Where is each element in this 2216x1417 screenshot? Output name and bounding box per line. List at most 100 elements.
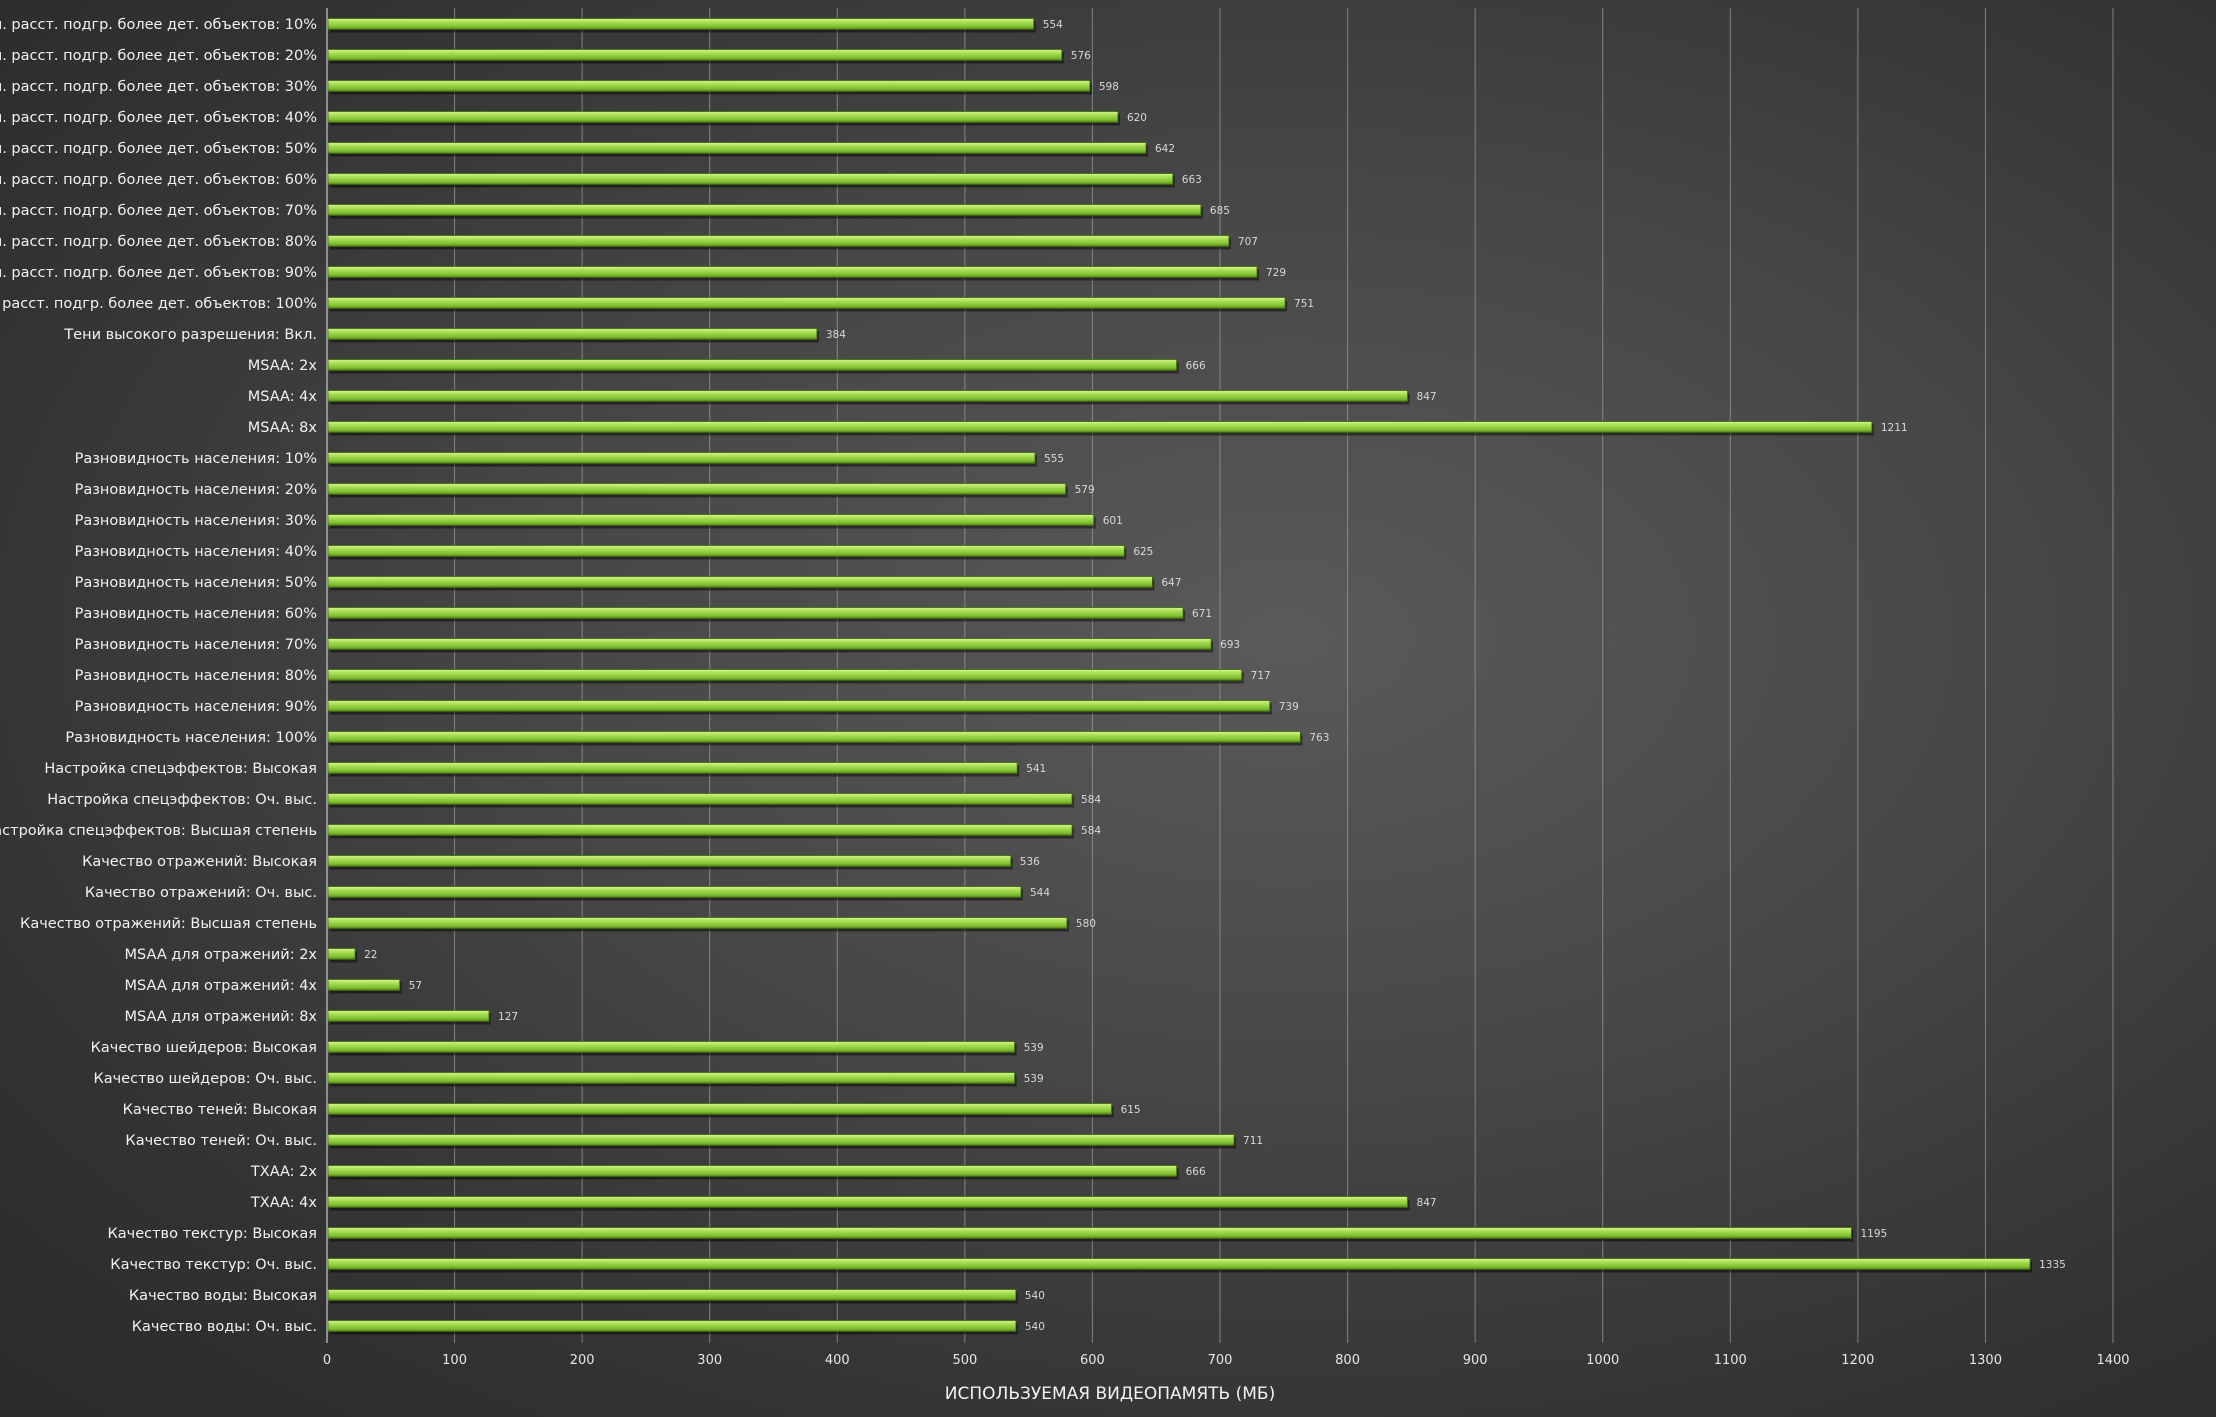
category-label: Увел. расст. подгр. более дет. объектов:… bbox=[0, 79, 317, 95]
category-label: Увел. расст. подгр. более дет. объектов:… bbox=[0, 296, 317, 312]
category-label: Увел. расст. подгр. более дет. объектов:… bbox=[0, 203, 317, 219]
category-labels: Увел. расст. подгр. более дет. объектов:… bbox=[0, 17, 317, 1335]
value-label: 536 bbox=[1020, 856, 1040, 868]
value-label: 666 bbox=[1186, 360, 1206, 372]
value-label: 717 bbox=[1251, 670, 1271, 682]
value-label: 555 bbox=[1044, 453, 1064, 465]
bar bbox=[327, 1010, 490, 1022]
category-label: MSAA для отражений: 2x bbox=[125, 947, 318, 963]
value-label: 707 bbox=[1238, 236, 1258, 248]
bar bbox=[327, 390, 1408, 402]
bar bbox=[327, 1103, 1112, 1115]
bar bbox=[327, 545, 1125, 557]
value-label: 615 bbox=[1121, 1104, 1141, 1116]
x-axis-ticks: 0 100 200 300 400 500 600 700 800 900 1000 1100 1200… bbox=[323, 1353, 2130, 1368]
value-label: 384 bbox=[826, 329, 846, 341]
category-label: Качество отражений: Оч. выс. bbox=[85, 885, 317, 901]
value-label: 22 bbox=[364, 949, 377, 961]
value-label: 541 bbox=[1026, 763, 1046, 775]
bar bbox=[327, 421, 1873, 433]
value-labels: 554 576 598 620 642 663 685 707 729 751 384 666 847 1… bbox=[364, 19, 2066, 1333]
value-label: 127 bbox=[498, 1011, 518, 1023]
x-tick-label: 300 bbox=[697, 1353, 722, 1368]
value-label: 539 bbox=[1024, 1073, 1044, 1085]
category-label: TXAA: 2x bbox=[250, 1164, 317, 1180]
category-label: MSAA для отражений: 4x bbox=[125, 978, 318, 994]
x-tick-label: 1000 bbox=[1586, 1353, 1619, 1368]
value-label: 847 bbox=[1417, 1197, 1437, 1209]
value-label: 642 bbox=[1155, 143, 1175, 155]
category-label: MSAA: 4x bbox=[248, 389, 318, 405]
x-tick-label: 500 bbox=[952, 1353, 977, 1368]
category-label: Качество теней: Оч. выс. bbox=[125, 1133, 317, 1149]
value-label: 1335 bbox=[2039, 1259, 2066, 1271]
value-label: 584 bbox=[1081, 825, 1101, 837]
bar bbox=[327, 638, 1212, 650]
value-label: 847 bbox=[1417, 391, 1437, 403]
value-label: 729 bbox=[1266, 267, 1286, 279]
value-label: 625 bbox=[1133, 546, 1153, 558]
bar bbox=[327, 1134, 1235, 1146]
value-label: 540 bbox=[1025, 1321, 1045, 1333]
category-label: Настройка спецэффектов: Оч. выс. bbox=[47, 792, 317, 808]
category-label: TXAA: 4x bbox=[250, 1195, 317, 1211]
bar bbox=[327, 855, 1012, 867]
x-tick-label: 100 bbox=[442, 1353, 467, 1368]
x-tick-label: 1400 bbox=[2096, 1353, 2129, 1368]
x-tick-label: 700 bbox=[1208, 1353, 1233, 1368]
bar bbox=[327, 700, 1271, 712]
bar bbox=[327, 18, 1035, 30]
category-label: Разновидность населения: 20% bbox=[75, 482, 317, 498]
bar bbox=[327, 793, 1073, 805]
value-label: 554 bbox=[1043, 19, 1063, 31]
x-tick-label: 800 bbox=[1335, 1353, 1360, 1368]
category-label: Разновидность населения: 70% bbox=[75, 637, 317, 653]
x-tick-label: 900 bbox=[1463, 1353, 1488, 1368]
bar bbox=[327, 1196, 1408, 1208]
bar bbox=[327, 1258, 2031, 1270]
category-label: Увел. расст. подгр. более дет. объектов:… bbox=[0, 48, 317, 64]
value-label: 580 bbox=[1076, 918, 1096, 930]
category-label: Качество теней: Высокая bbox=[123, 1102, 317, 1118]
value-label: 663 bbox=[1182, 174, 1202, 186]
value-label: 671 bbox=[1192, 608, 1212, 620]
bar bbox=[327, 483, 1067, 495]
bar bbox=[327, 452, 1036, 464]
value-label: 1195 bbox=[1860, 1228, 1887, 1240]
value-label: 576 bbox=[1071, 50, 1091, 62]
category-label: Качество шейдеров: Оч. выс. bbox=[93, 1071, 317, 1087]
value-label: 647 bbox=[1161, 577, 1181, 589]
category-label: Увел. расст. подгр. более дет. объектов:… bbox=[0, 141, 317, 157]
category-label: Качество отражений: Высокая bbox=[82, 854, 317, 870]
value-label: 693 bbox=[1220, 639, 1240, 651]
bar bbox=[327, 328, 818, 340]
category-label: Разновидность населения: 10% bbox=[75, 451, 317, 467]
bar bbox=[327, 266, 1258, 278]
value-label: 579 bbox=[1075, 484, 1095, 496]
bar bbox=[327, 235, 1230, 247]
x-tick-label: 0 bbox=[323, 1353, 331, 1368]
value-label: 540 bbox=[1025, 1290, 1045, 1302]
category-label: Увел. расст. подгр. более дет. объектов:… bbox=[0, 172, 317, 188]
bar bbox=[327, 142, 1147, 154]
bar bbox=[327, 49, 1063, 61]
bar bbox=[327, 824, 1073, 836]
bar bbox=[327, 917, 1068, 929]
x-tick-label: 600 bbox=[1080, 1353, 1105, 1368]
category-label: Увел. расст. подгр. более дет. объектов:… bbox=[0, 265, 317, 281]
category-label: Разновидность населения: 90% bbox=[75, 699, 317, 715]
value-label: 666 bbox=[1186, 1166, 1206, 1178]
category-label: Разновидность населения: 80% bbox=[75, 668, 317, 684]
bar bbox=[327, 204, 1202, 216]
category-label: Качество воды: Высокая bbox=[129, 1288, 317, 1304]
bar bbox=[327, 297, 1286, 309]
value-label: 711 bbox=[1243, 1135, 1263, 1147]
x-tick-label: 200 bbox=[570, 1353, 595, 1368]
category-label: Разновидность населения: 100% bbox=[65, 730, 317, 746]
bar bbox=[327, 1227, 1852, 1239]
bar bbox=[327, 359, 1178, 371]
value-label: 685 bbox=[1210, 205, 1230, 217]
value-label: 584 bbox=[1081, 794, 1101, 806]
value-label: 57 bbox=[409, 980, 422, 992]
